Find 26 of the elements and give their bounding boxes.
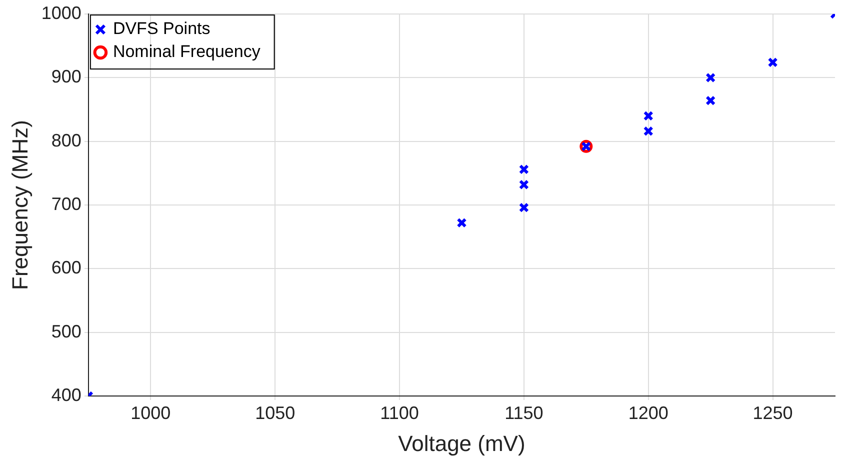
point: [768, 57, 778, 68]
legend-label: Nominal Frequency: [112, 42, 261, 62]
point: [706, 72, 716, 83]
y-tick-label: 1000: [41, 2, 82, 23]
y-axis-title: Frequency (MHz): [7, 120, 32, 290]
y-tick-label: 700: [51, 194, 82, 214]
x-axis-title: Voltage (mV): [398, 430, 526, 456]
x-tick-label: 1250: [752, 402, 793, 423]
y-tick-label: 400: [51, 384, 82, 405]
x-tick-label: 1150: [504, 402, 544, 423]
point: [456, 218, 467, 228]
y-tick-label: 500: [51, 321, 82, 342]
y-tick-label: 600: [51, 258, 82, 278]
point: [643, 126, 654, 136]
y-tick-label: 900: [51, 66, 82, 87]
legend-label: DVFS Points: [112, 19, 210, 38]
y-tick-label: 800: [51, 130, 82, 150]
x-tick-label: 1200: [628, 402, 668, 423]
point: [643, 110, 654, 121]
x-tick-label: 1000: [130, 402, 171, 423]
x-tick-label: 1100: [380, 402, 419, 423]
point: [706, 96, 716, 106]
point: [518, 164, 529, 174]
point: [518, 180, 529, 190]
x-tick-label: 1050: [255, 402, 296, 423]
point: [518, 202, 529, 213]
